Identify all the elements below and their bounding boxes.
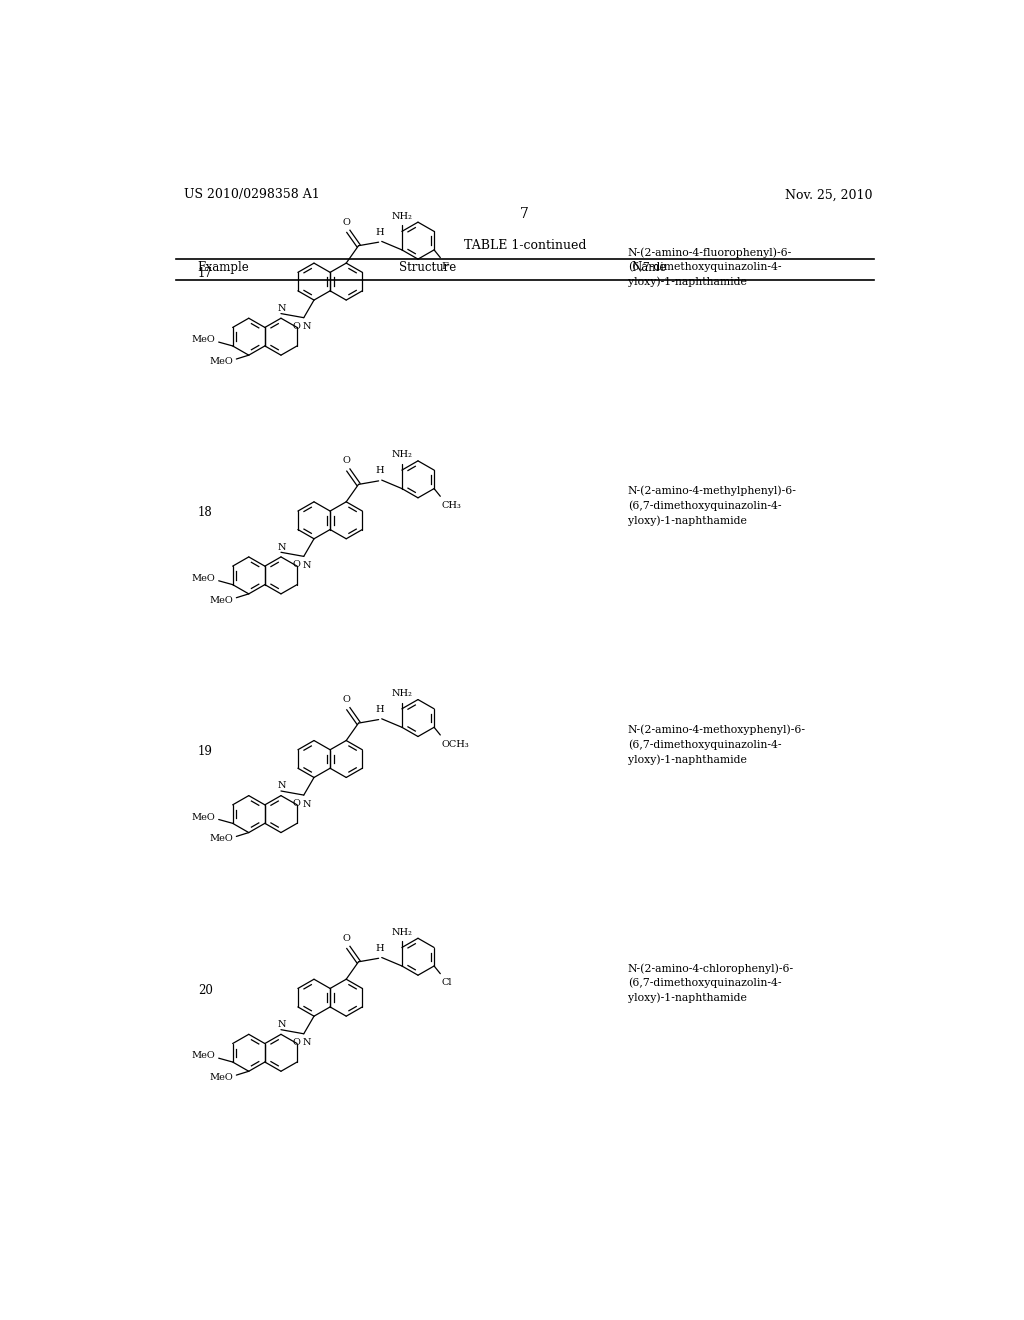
Text: O: O: [293, 799, 301, 808]
Text: Cl: Cl: [441, 978, 453, 987]
Text: US 2010/0298358 A1: US 2010/0298358 A1: [183, 189, 319, 202]
Text: O: O: [293, 322, 301, 330]
Text: MeO: MeO: [191, 1051, 216, 1060]
Text: N: N: [278, 781, 286, 791]
Text: NH₂: NH₂: [391, 928, 413, 937]
Text: N-(2-amino-4-chlorophenyl)-6-
(6,7-dimethoxyquinazolin-4-
yloxy)-1-naphthamide: N-(2-amino-4-chlorophenyl)-6- (6,7-dimet…: [628, 964, 794, 1003]
Text: O: O: [343, 218, 351, 227]
Text: Example: Example: [198, 261, 250, 273]
Text: 18: 18: [198, 506, 213, 519]
Text: OCH₃: OCH₃: [441, 739, 470, 748]
Text: MeO: MeO: [191, 335, 216, 345]
Text: H: H: [376, 228, 384, 236]
Text: 19: 19: [198, 744, 213, 758]
Text: Name: Name: [632, 261, 667, 273]
Text: MeO: MeO: [210, 356, 233, 366]
Text: TABLE 1-continued: TABLE 1-continued: [464, 239, 586, 252]
Text: CH₃: CH₃: [441, 500, 462, 510]
Text: O: O: [293, 560, 301, 569]
Text: N: N: [302, 322, 311, 331]
Text: N: N: [302, 800, 311, 809]
Text: Structure: Structure: [399, 261, 457, 273]
Text: MeO: MeO: [210, 1073, 233, 1082]
Text: O: O: [343, 696, 351, 704]
Text: MeO: MeO: [191, 574, 216, 583]
Text: NH₂: NH₂: [391, 211, 413, 220]
Text: MeO: MeO: [191, 813, 216, 821]
Text: N: N: [302, 561, 311, 570]
Text: F: F: [441, 263, 449, 271]
Text: Nov. 25, 2010: Nov. 25, 2010: [785, 189, 872, 202]
Text: H: H: [376, 466, 384, 475]
Text: N: N: [278, 304, 286, 313]
Text: N-(2-amino-4-fluorophenyl)-6-
(6,7-dimethoxyquinazolin-4-
yloxy)-1-naphthamide: N-(2-amino-4-fluorophenyl)-6- (6,7-dimet…: [628, 247, 793, 288]
Text: 7: 7: [520, 207, 529, 220]
Text: N-(2-amino-4-methoxyphenyl)-6-
(6,7-dimethoxyquinazolin-4-
yloxy)-1-naphthamide: N-(2-amino-4-methoxyphenyl)-6- (6,7-dime…: [628, 725, 806, 764]
Text: N-(2-amino-4-methylphenyl)-6-
(6,7-dimethoxyquinazolin-4-
yloxy)-1-naphthamide: N-(2-amino-4-methylphenyl)-6- (6,7-dimet…: [628, 486, 797, 525]
Text: 17: 17: [198, 268, 213, 280]
Text: NH₂: NH₂: [391, 450, 413, 459]
Text: N: N: [278, 543, 286, 552]
Text: O: O: [343, 457, 351, 466]
Text: H: H: [376, 944, 384, 953]
Text: 20: 20: [198, 983, 213, 997]
Text: O: O: [343, 933, 351, 942]
Text: NH₂: NH₂: [391, 689, 413, 698]
Text: H: H: [376, 705, 384, 714]
Text: MeO: MeO: [210, 595, 233, 605]
Text: N: N: [278, 1020, 286, 1028]
Text: N: N: [302, 1039, 311, 1047]
Text: MeO: MeO: [210, 834, 233, 843]
Text: O: O: [293, 1038, 301, 1047]
